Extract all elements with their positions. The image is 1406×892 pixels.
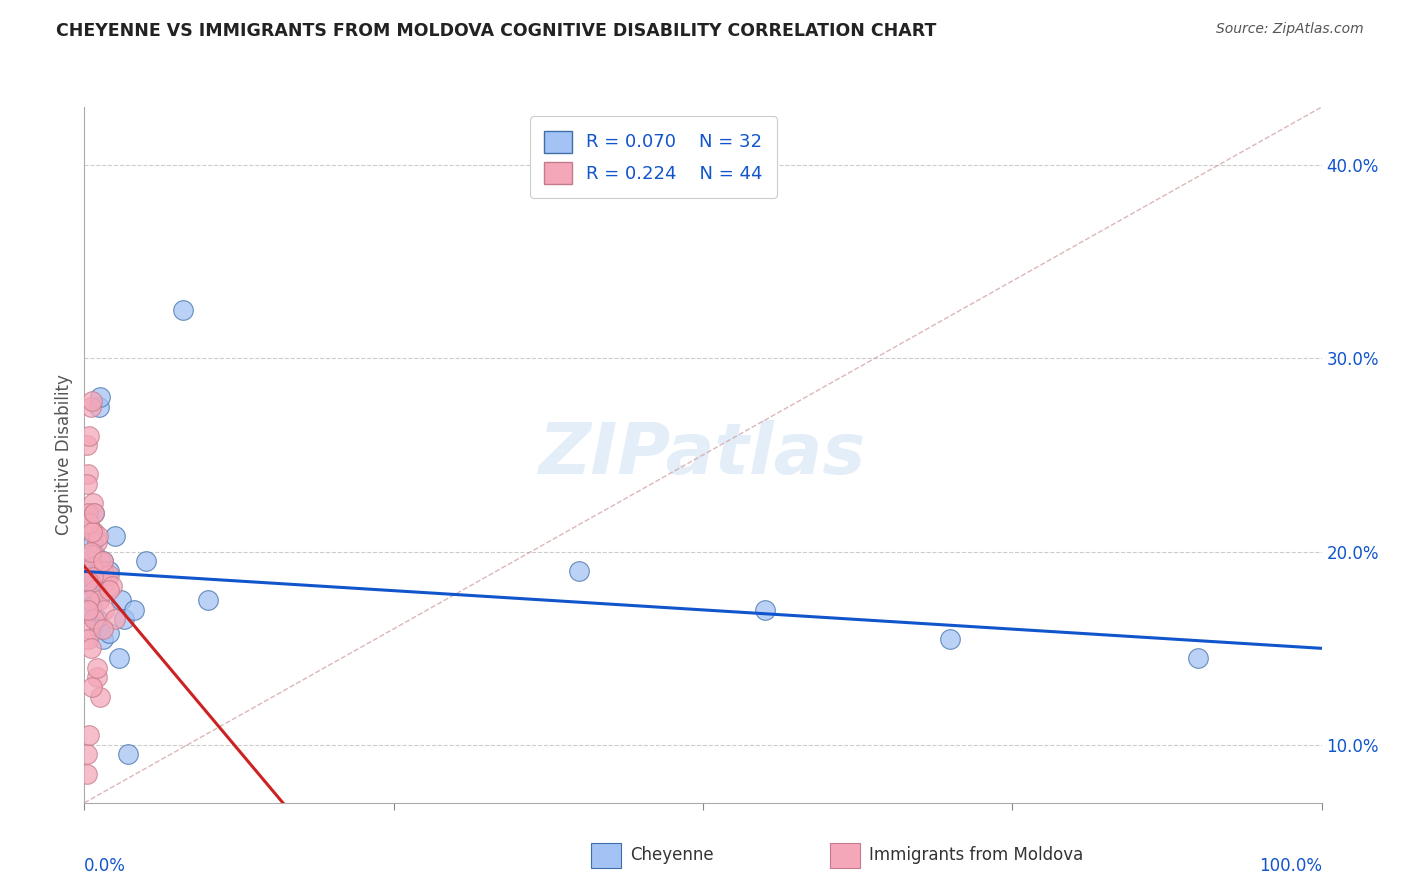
Point bbox=[80, 560, 103, 574]
Point bbox=[122, 602, 145, 616]
Point bbox=[96, 574, 118, 588]
Point bbox=[82, 496, 104, 510]
Point bbox=[82, 570, 104, 584]
Point bbox=[98, 567, 121, 582]
Point bbox=[77, 602, 100, 616]
Point bbox=[91, 554, 114, 568]
Point bbox=[80, 525, 103, 540]
Point bbox=[79, 400, 101, 414]
Point bbox=[83, 506, 105, 520]
Point bbox=[80, 393, 103, 408]
Point bbox=[89, 622, 111, 636]
Point bbox=[89, 592, 111, 607]
Point bbox=[91, 564, 114, 578]
Point bbox=[76, 767, 98, 781]
Point bbox=[89, 400, 111, 414]
Text: CHEYENNE VS IMMIGRANTS FROM MOLDOVA COGNITIVE DISABILITY CORRELATION CHART: CHEYENNE VS IMMIGRANTS FROM MOLDOVA COGN… bbox=[56, 22, 936, 40]
Point bbox=[77, 574, 100, 588]
Point bbox=[77, 632, 100, 646]
Point bbox=[110, 592, 132, 607]
Point bbox=[79, 641, 101, 656]
Point bbox=[754, 602, 776, 616]
Text: ZIPatlas: ZIPatlas bbox=[540, 420, 866, 490]
Point bbox=[79, 622, 101, 636]
Point bbox=[87, 529, 110, 543]
Point bbox=[939, 632, 962, 646]
Point bbox=[568, 564, 591, 578]
Point bbox=[80, 599, 103, 613]
Point bbox=[77, 506, 100, 520]
Text: Cheyenne: Cheyenne bbox=[630, 847, 713, 864]
Point bbox=[83, 525, 105, 540]
Point bbox=[80, 564, 103, 578]
Point bbox=[104, 612, 127, 626]
Point bbox=[79, 574, 101, 588]
Point bbox=[117, 747, 139, 762]
Point bbox=[135, 554, 157, 568]
Point bbox=[112, 612, 135, 626]
Point bbox=[91, 622, 114, 636]
Point bbox=[91, 632, 114, 646]
Point bbox=[83, 567, 105, 582]
Point bbox=[79, 728, 101, 742]
Text: Immigrants from Moldova: Immigrants from Moldova bbox=[869, 847, 1083, 864]
Point bbox=[82, 535, 104, 549]
Point bbox=[104, 529, 127, 543]
Point bbox=[93, 602, 115, 616]
Point bbox=[108, 651, 131, 665]
Point bbox=[89, 554, 111, 568]
Point bbox=[79, 544, 101, 558]
Point bbox=[86, 612, 108, 626]
Point bbox=[98, 564, 121, 578]
Point bbox=[1187, 651, 1209, 665]
Point bbox=[98, 625, 121, 640]
Point bbox=[79, 549, 101, 563]
Point bbox=[100, 579, 122, 593]
Point bbox=[83, 612, 105, 626]
Point bbox=[87, 583, 110, 598]
Legend: R = 0.070    N = 32, R = 0.224    N = 44: R = 0.070 N = 32, R = 0.224 N = 44 bbox=[530, 116, 778, 198]
Point bbox=[197, 592, 219, 607]
Point bbox=[76, 476, 98, 491]
Text: 100.0%: 100.0% bbox=[1258, 857, 1322, 875]
Point bbox=[79, 428, 101, 442]
Point bbox=[80, 680, 103, 694]
Point bbox=[84, 583, 107, 598]
Point bbox=[89, 690, 111, 704]
Text: Source: ZipAtlas.com: Source: ZipAtlas.com bbox=[1216, 22, 1364, 37]
Point bbox=[77, 602, 100, 616]
Point bbox=[76, 438, 98, 452]
Point bbox=[91, 554, 114, 568]
Point bbox=[76, 747, 98, 762]
Point bbox=[89, 390, 111, 404]
Point bbox=[84, 549, 107, 563]
Point bbox=[86, 670, 108, 684]
Point bbox=[172, 303, 194, 318]
Point bbox=[79, 516, 101, 530]
Point bbox=[83, 506, 105, 520]
Y-axis label: Cognitive Disability: Cognitive Disability bbox=[55, 375, 73, 535]
Point bbox=[86, 660, 108, 674]
Text: 0.0%: 0.0% bbox=[84, 857, 127, 875]
Point bbox=[98, 583, 121, 598]
Point bbox=[86, 535, 108, 549]
Point bbox=[79, 592, 101, 607]
Point bbox=[79, 587, 101, 601]
Point bbox=[77, 467, 100, 482]
Point bbox=[76, 607, 98, 621]
